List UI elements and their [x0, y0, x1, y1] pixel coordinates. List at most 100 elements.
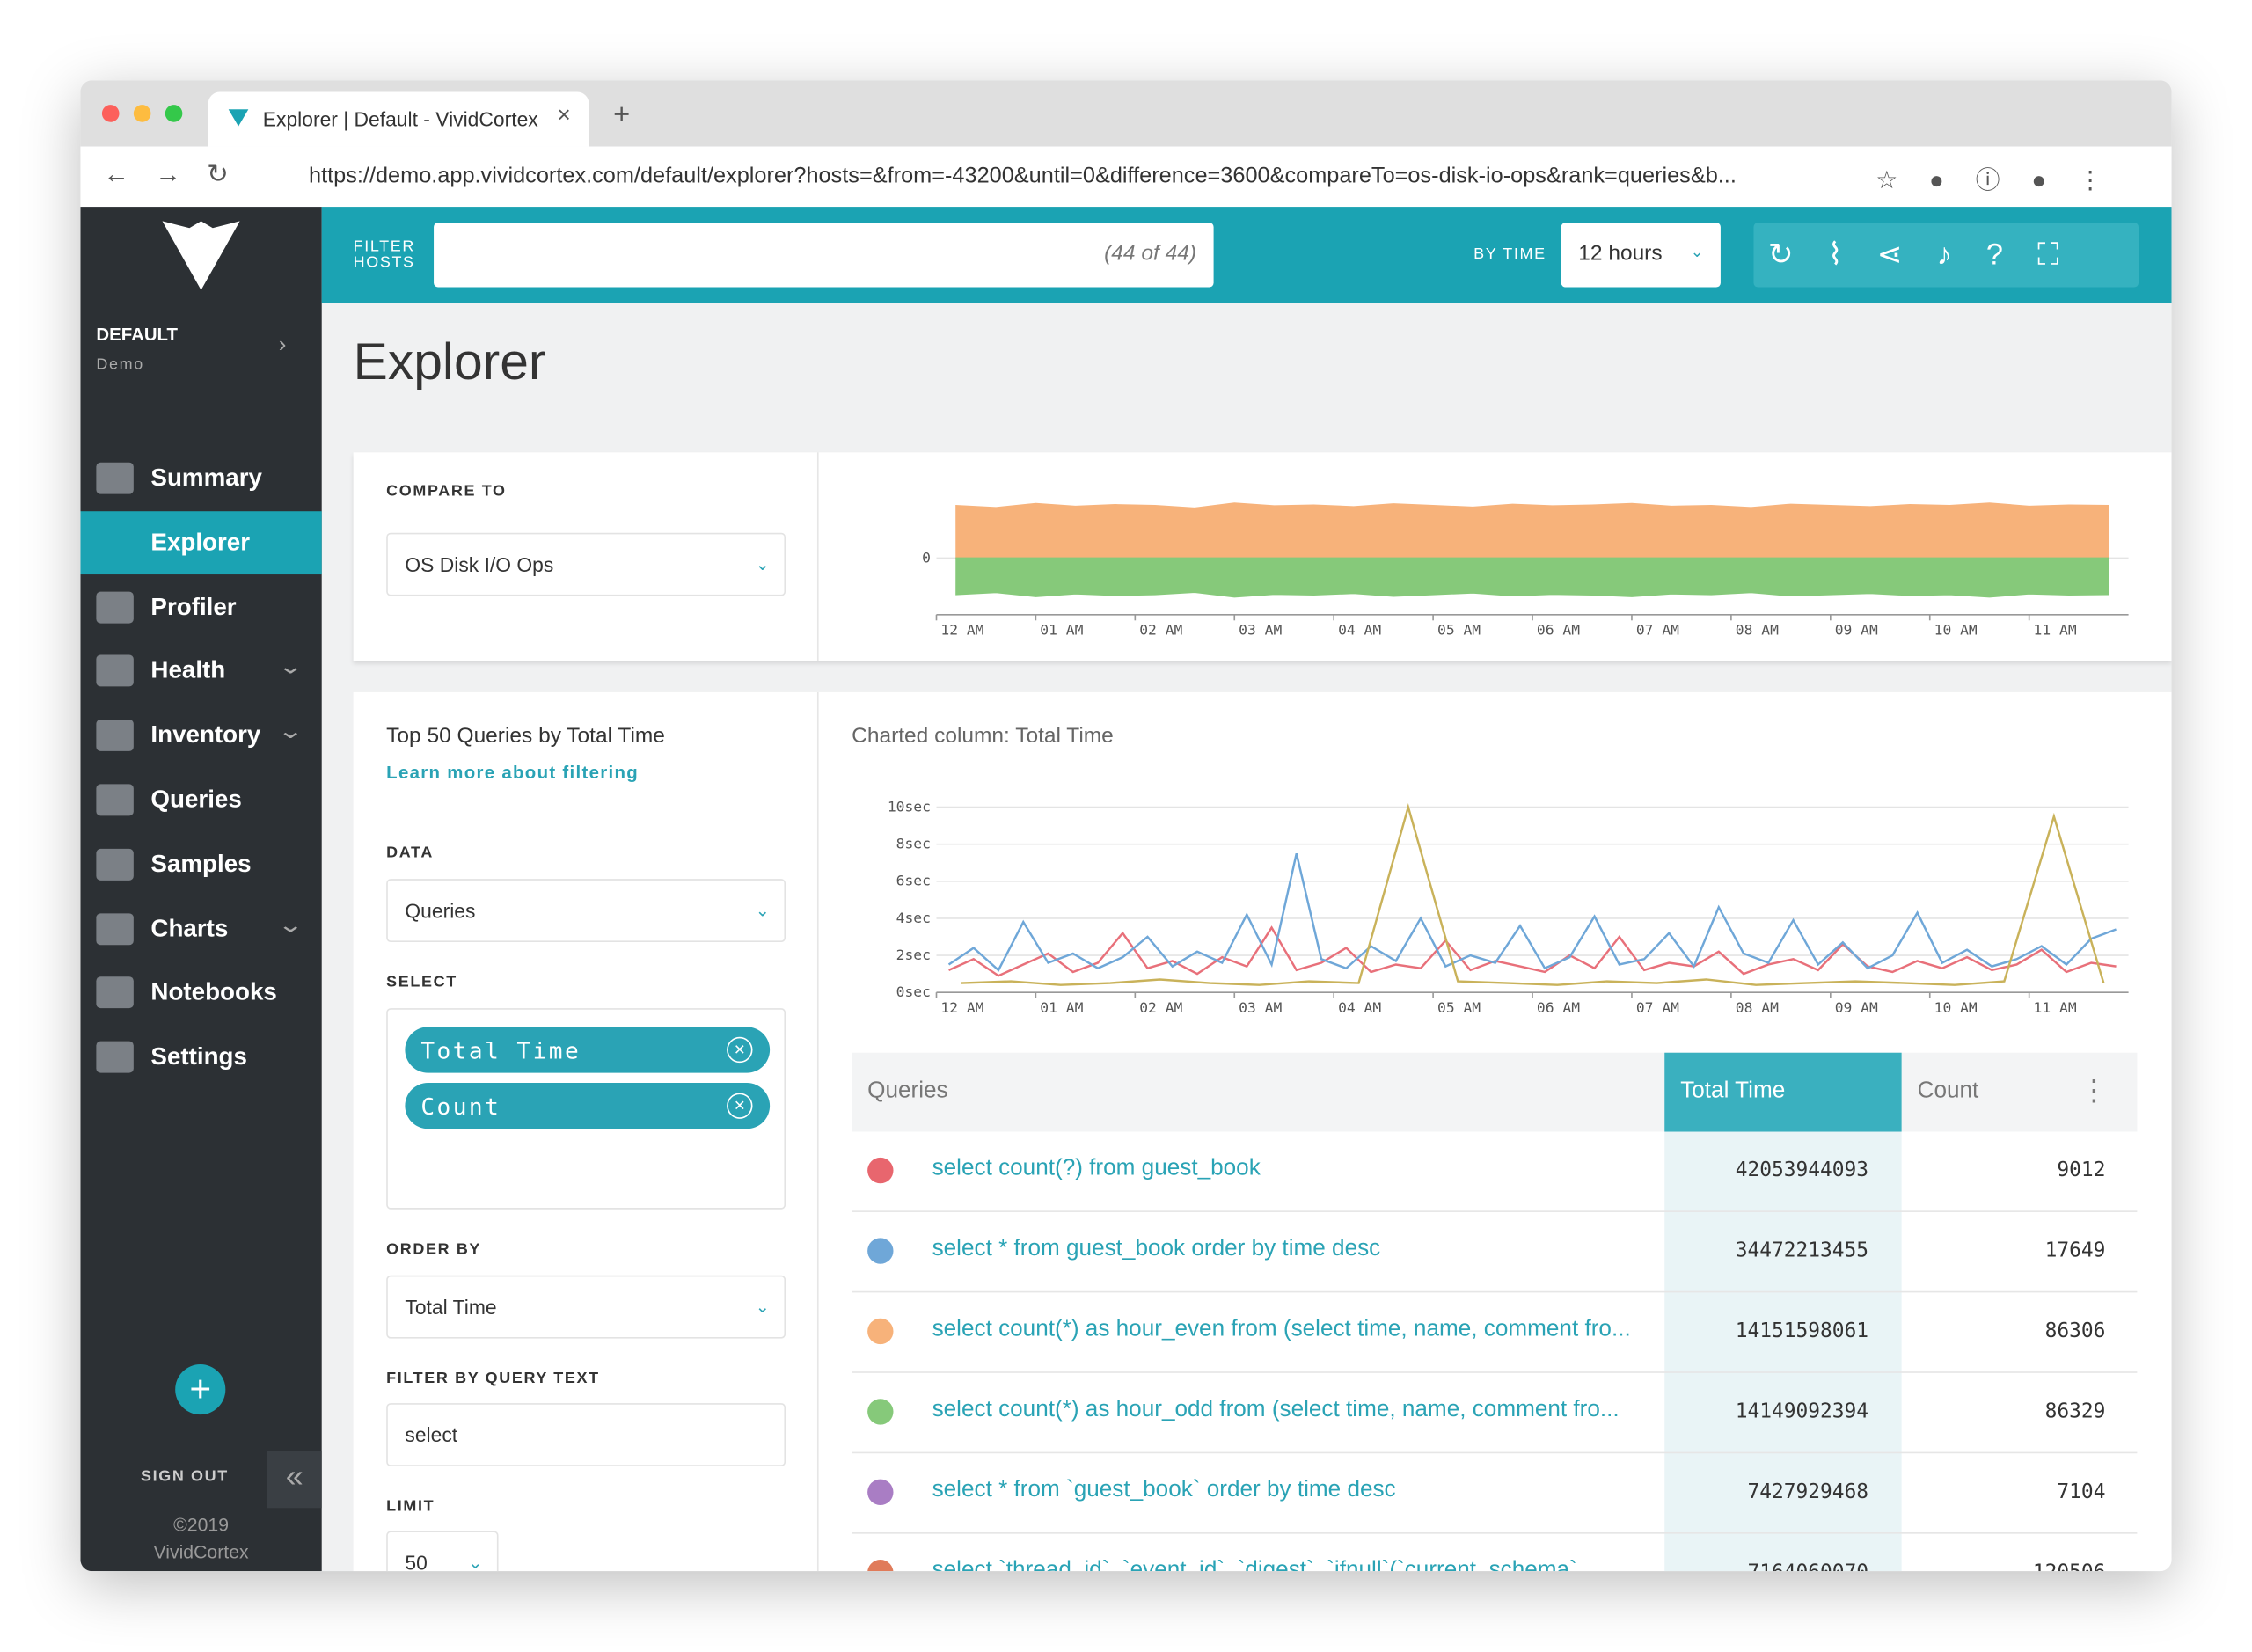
- header-highlight: [1664, 1052, 1902, 1132]
- panel-title: Top 50 Queries by Total Time: [386, 723, 665, 749]
- count: 86329: [2044, 1400, 2106, 1423]
- nav-item[interactable]: Profiler: [80, 575, 321, 639]
- toolbar[interactable]: ↻⌇⋖♪?⛶: [1753, 223, 2139, 288]
- query-link[interactable]: select * from guest_book order by time d…: [932, 1236, 1381, 1261]
- nav-item[interactable]: Notebooks: [80, 961, 321, 1025]
- total-time: 14151598061: [1735, 1319, 1869, 1343]
- row-divider: [852, 1532, 2138, 1534]
- nav-label: Explorer: [150, 528, 251, 556]
- time-select[interactable]: 12 hours ⌄: [1561, 223, 1721, 288]
- table-header: [852, 1052, 2138, 1132]
- filter-link[interactable]: Learn more about filtering: [386, 762, 640, 783]
- nav-label: Profiler: [150, 592, 237, 620]
- select-chip[interactable]: Count ×: [405, 1083, 771, 1129]
- org-name[interactable]: DEFAULT: [96, 324, 178, 345]
- series-dot: [867, 1157, 894, 1184]
- close-dot[interactable]: [101, 105, 120, 122]
- compare-label: COMPARE TO: [386, 482, 507, 501]
- address-bar: ←→↻ https://demo.app.vividcortex.com/def…: [80, 146, 2172, 208]
- filter-input[interactable]: select: [386, 1403, 786, 1466]
- total-column: [1664, 1131, 1902, 1572]
- time-value: 12 hours: [1578, 241, 1663, 267]
- series-dot: [867, 1318, 894, 1345]
- column-header[interactable]: Total Time: [1680, 1078, 1786, 1103]
- max-dot[interactable]: [165, 105, 183, 122]
- logo: [162, 221, 240, 290]
- nav-icon: [96, 655, 134, 688]
- query-table: Queries Total Time Count ⋮ select count(?) f…: [852, 1052, 2138, 1572]
- tab[interactable]: Explorer | Default - VividCortex ×: [208, 91, 589, 147]
- nav-label: Summary: [150, 464, 262, 492]
- column-menu[interactable]: ⋮: [2080, 1075, 2109, 1107]
- min-dot[interactable]: [133, 105, 151, 122]
- nav-icon: [96, 976, 134, 1009]
- chip-remove[interactable]: ×: [727, 1093, 753, 1119]
- row-divider: [852, 1371, 2138, 1373]
- nav-icon: [96, 462, 134, 494]
- query-link[interactable]: select `thread_id`, `event_id`, `digest`…: [932, 1558, 1577, 1572]
- filter-label: FILTER: [353, 238, 415, 256]
- series-dot: [867, 1560, 894, 1572]
- host-filter[interactable]: (44 of 44): [434, 223, 1214, 288]
- add-button[interactable]: +: [175, 1364, 226, 1415]
- series-dot: [867, 1238, 894, 1264]
- count: 17649: [2044, 1239, 2106, 1263]
- chip-remove[interactable]: ×: [727, 1036, 753, 1064]
- nav-icon: [96, 848, 134, 881]
- row-divider: [852, 1451, 2138, 1454]
- column-header[interactable]: Count: [1917, 1078, 1979, 1103]
- nav-item[interactable]: Summary: [80, 447, 321, 510]
- url[interactable]: https://demo.app.vividcortex.com/default…: [309, 164, 1737, 188]
- total-time: 14149092394: [1735, 1400, 1869, 1423]
- queries-panel: Top 50 Queries by Total Time Learn more …: [353, 691, 2172, 1572]
- series-dot: [867, 1479, 894, 1506]
- query-link[interactable]: select count(*) as hour_even from (selec…: [932, 1317, 1631, 1341]
- series-dot: [867, 1399, 894, 1425]
- order-select[interactable]: Total Time ⌄: [386, 1275, 786, 1339]
- company: VividCortex: [153, 1540, 249, 1563]
- filter-count: (44 of 44): [1104, 241, 1196, 267]
- query-link[interactable]: select count(?) from guest_book: [932, 1156, 1261, 1181]
- total-time: 7164060070: [1664, 1561, 1868, 1571]
- browser-icons[interactable]: ☆●ⓘ●⋮: [1875, 166, 2134, 194]
- data-label: DATA: [386, 844, 434, 862]
- nav-item[interactable]: Explorer: [80, 510, 322, 574]
- select-box[interactable]: Total Time × Count ×: [386, 1008, 786, 1210]
- nav-item[interactable]: Charts ⌄: [80, 897, 321, 961]
- data-select[interactable]: Queries ⌄: [386, 879, 786, 943]
- org-chevron[interactable]: ›: [278, 333, 287, 358]
- nav-icon: [96, 1041, 134, 1073]
- select-chip[interactable]: Total Time ×: [405, 1027, 771, 1073]
- nav-icon: [96, 590, 134, 623]
- chip-label: Count: [420, 1093, 501, 1121]
- query-link[interactable]: select count(*) as hour_odd from (select…: [932, 1397, 1620, 1422]
- tab-close[interactable]: ×: [557, 103, 571, 128]
- nav-icon: [96, 720, 134, 752]
- nav-item[interactable]: Samples: [80, 833, 321, 896]
- row-divider: [852, 1210, 2138, 1212]
- tab-title: Explorer | Default - VividCortex: [262, 107, 538, 131]
- nav-item[interactable]: Settings: [80, 1026, 321, 1089]
- divider: [816, 691, 819, 1572]
- nav-chevron: ⌄: [276, 655, 304, 680]
- compare-value: OS Disk I/O Ops: [405, 552, 554, 576]
- limit-select[interactable]: 50 ⌄: [386, 1531, 499, 1572]
- query-link[interactable]: select * from `guest_book` order by time…: [932, 1477, 1396, 1502]
- collapse[interactable]: «: [267, 1450, 322, 1509]
- data-value: Queries: [405, 899, 476, 923]
- nav-buttons[interactable]: ←→↻: [103, 159, 255, 188]
- sidebar: DEFAULT Demo › + SIGN OUT « ©2019 VividC…: [80, 207, 322, 1572]
- sign-out[interactable]: SIGN OUT: [140, 1467, 229, 1486]
- compare-select[interactable]: OS Disk I/O Ops ⌄: [386, 532, 786, 596]
- nav-item[interactable]: Queries: [80, 768, 321, 831]
- nav-item[interactable]: Health ⌄: [80, 640, 321, 703]
- new-tab[interactable]: +: [613, 99, 631, 131]
- select-label: SELECT: [386, 973, 457, 991]
- page-title: Explorer: [353, 332, 546, 391]
- column-header[interactable]: Queries: [867, 1078, 948, 1103]
- top-bar: FILTER HOSTS (44 of 44) BY TIME 12 hours…: [321, 207, 2172, 303]
- filter-value: select: [405, 1422, 458, 1447]
- nav-label: Health: [150, 656, 226, 684]
- nav-item[interactable]: Inventory ⌄: [80, 704, 321, 767]
